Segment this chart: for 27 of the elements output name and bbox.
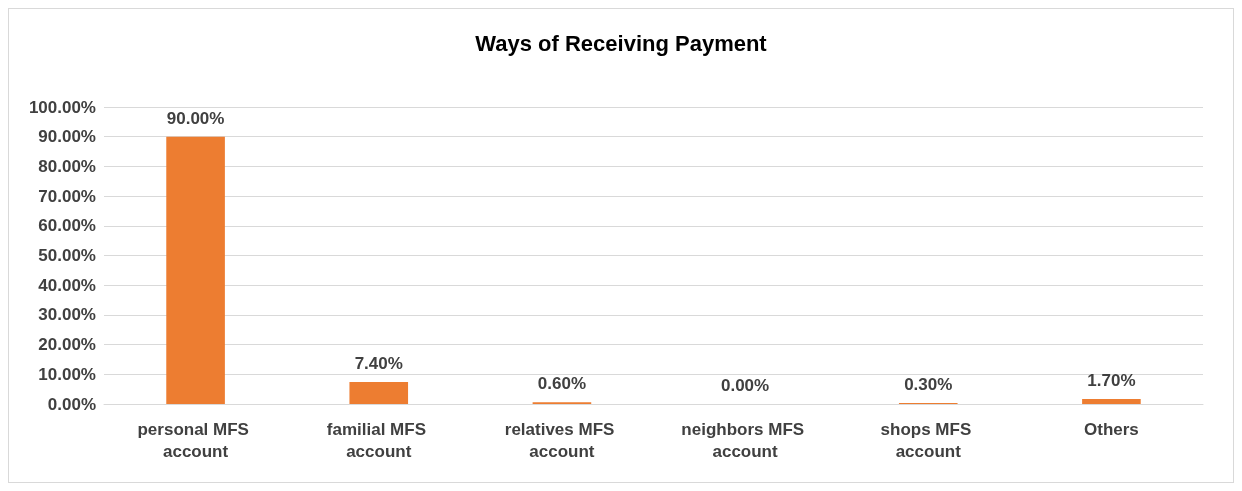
data-label: 1.70% <box>1087 370 1136 390</box>
bar <box>1082 398 1141 404</box>
bar <box>166 136 225 404</box>
x-tick-label: neighbors MFS account <box>681 419 809 461</box>
x-tick-label: shops MFS account <box>880 419 976 461</box>
x-tick-label: familial MFS account <box>326 419 431 461</box>
data-label: 0.30% <box>904 375 953 395</box>
y-tick-label: 80.00% <box>38 156 96 176</box>
data-label: 0.60% <box>537 374 587 394</box>
y-tick-label: 0.00% <box>47 394 96 414</box>
data-label: 7.40% <box>354 354 403 374</box>
y-tick-label: 50.00% <box>38 246 96 265</box>
data-label: 0.00% <box>720 376 770 395</box>
x-tick-label: personal MFS account <box>137 419 254 461</box>
y-tick-label: 70.00% <box>38 186 96 206</box>
y-tick-label: 30.00% <box>38 305 96 325</box>
y-tick-label: 60.00% <box>38 216 96 236</box>
data-label: 90.00% <box>166 108 225 128</box>
y-tick-label: 40.00% <box>38 275 96 295</box>
y-tick-label: 10.00% <box>38 364 96 384</box>
y-tick-label: 90.00% <box>38 127 96 147</box>
y-tick-label: 100.00% <box>28 97 96 117</box>
x-tick-label: relatives MFS account <box>504 419 620 461</box>
bar <box>349 382 409 404</box>
y-tick-label: 20.00% <box>38 335 96 355</box>
x-tick-label: Others <box>1084 419 1139 439</box>
chart-title: Ways of Receiving Payment <box>475 30 768 56</box>
